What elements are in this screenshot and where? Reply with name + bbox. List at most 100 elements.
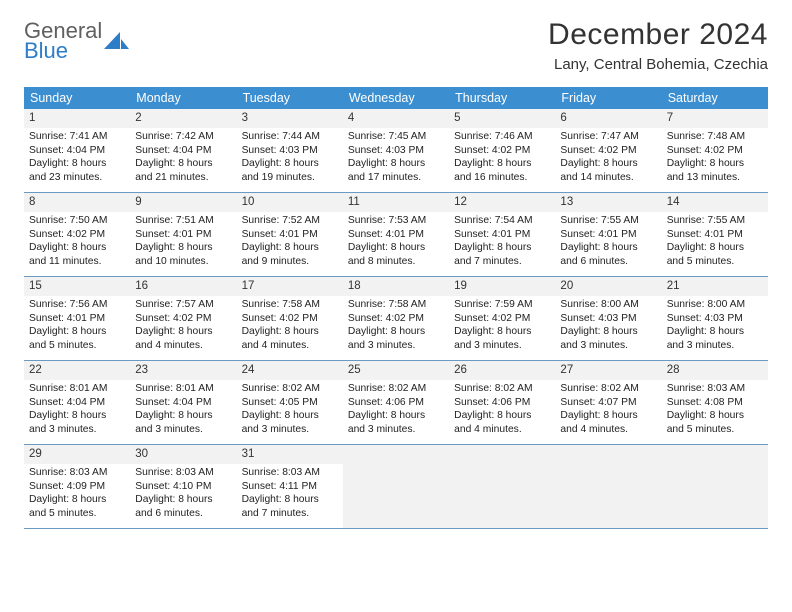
page-title: December 2024 bbox=[548, 18, 768, 52]
calendar-cell: 26Sunrise: 8:02 AMSunset: 4:06 PMDayligh… bbox=[449, 361, 555, 445]
calendar-cell: 2Sunrise: 7:42 AMSunset: 4:04 PMDaylight… bbox=[130, 109, 236, 193]
sunrise-line: Sunrise: 8:01 AM bbox=[135, 382, 231, 396]
sunrise-line: Sunrise: 7:58 AM bbox=[348, 298, 444, 312]
daylight-line: Daylight: 8 hours and 3 minutes. bbox=[348, 409, 444, 436]
calendar-grid: 1Sunrise: 7:41 AMSunset: 4:04 PMDaylight… bbox=[24, 109, 768, 529]
day-number: 11 bbox=[343, 193, 449, 212]
day-number: 15 bbox=[24, 277, 130, 296]
daylight-line: Daylight: 8 hours and 4 minutes. bbox=[560, 409, 656, 436]
day-number bbox=[343, 445, 449, 464]
sunset-line: Sunset: 4:10 PM bbox=[135, 480, 231, 494]
calendar-cell: 18Sunrise: 7:58 AMSunset: 4:02 PMDayligh… bbox=[343, 277, 449, 361]
sunset-line: Sunset: 4:04 PM bbox=[29, 396, 125, 410]
calendar-cell: 1Sunrise: 7:41 AMSunset: 4:04 PMDaylight… bbox=[24, 109, 130, 193]
weekday-header: Wednesday bbox=[343, 87, 449, 109]
sunset-line: Sunset: 4:03 PM bbox=[560, 312, 656, 326]
brand-line2: Blue bbox=[24, 40, 102, 62]
day-number: 26 bbox=[449, 361, 555, 380]
sunrise-line: Sunrise: 7:48 AM bbox=[667, 130, 763, 144]
sunrise-line: Sunrise: 8:00 AM bbox=[560, 298, 656, 312]
calendar-cell: 23Sunrise: 8:01 AMSunset: 4:04 PMDayligh… bbox=[130, 361, 236, 445]
sunrise-line: Sunrise: 7:51 AM bbox=[135, 214, 231, 228]
header: General Blue December 2024 Lany, Central… bbox=[24, 18, 768, 73]
sunrise-line: Sunrise: 7:56 AM bbox=[29, 298, 125, 312]
sunset-line: Sunset: 4:02 PM bbox=[560, 144, 656, 158]
sunset-line: Sunset: 4:02 PM bbox=[667, 144, 763, 158]
day-number: 9 bbox=[130, 193, 236, 212]
weekday-header: Saturday bbox=[662, 87, 768, 109]
calendar-cell: 25Sunrise: 8:02 AMSunset: 4:06 PMDayligh… bbox=[343, 361, 449, 445]
daylight-line: Daylight: 8 hours and 5 minutes. bbox=[667, 409, 763, 436]
calendar-cell: 8Sunrise: 7:50 AMSunset: 4:02 PMDaylight… bbox=[24, 193, 130, 277]
sunrise-line: Sunrise: 8:02 AM bbox=[348, 382, 444, 396]
calendar-cell: 4Sunrise: 7:45 AMSunset: 4:03 PMDaylight… bbox=[343, 109, 449, 193]
sunset-line: Sunset: 4:01 PM bbox=[29, 312, 125, 326]
daylight-line: Daylight: 8 hours and 4 minutes. bbox=[242, 325, 338, 352]
weekday-header: Thursday bbox=[449, 87, 555, 109]
daylight-line: Daylight: 8 hours and 3 minutes. bbox=[560, 325, 656, 352]
day-number bbox=[555, 445, 661, 464]
location-subtitle: Lany, Central Bohemia, Czechia bbox=[548, 56, 768, 73]
sunset-line: Sunset: 4:02 PM bbox=[135, 312, 231, 326]
calendar-cell: 21Sunrise: 8:00 AMSunset: 4:03 PMDayligh… bbox=[662, 277, 768, 361]
sunset-line: Sunset: 4:01 PM bbox=[454, 228, 550, 242]
sunrise-line: Sunrise: 7:44 AM bbox=[242, 130, 338, 144]
calendar-cell: 12Sunrise: 7:54 AMSunset: 4:01 PMDayligh… bbox=[449, 193, 555, 277]
day-number: 13 bbox=[555, 193, 661, 212]
daylight-line: Daylight: 8 hours and 8 minutes. bbox=[348, 241, 444, 268]
sunrise-line: Sunrise: 7:50 AM bbox=[29, 214, 125, 228]
calendar-cell: 5Sunrise: 7:46 AMSunset: 4:02 PMDaylight… bbox=[449, 109, 555, 193]
calendar-cell: 19Sunrise: 7:59 AMSunset: 4:02 PMDayligh… bbox=[449, 277, 555, 361]
sunset-line: Sunset: 4:03 PM bbox=[667, 312, 763, 326]
title-block: December 2024 Lany, Central Bohemia, Cze… bbox=[548, 18, 768, 73]
calendar-cell: 27Sunrise: 8:02 AMSunset: 4:07 PMDayligh… bbox=[555, 361, 661, 445]
calendar-cell: 6Sunrise: 7:47 AMSunset: 4:02 PMDaylight… bbox=[555, 109, 661, 193]
sunset-line: Sunset: 4:09 PM bbox=[29, 480, 125, 494]
sunset-line: Sunset: 4:08 PM bbox=[667, 396, 763, 410]
sunrise-line: Sunrise: 8:02 AM bbox=[454, 382, 550, 396]
calendar-cell: 17Sunrise: 7:58 AMSunset: 4:02 PMDayligh… bbox=[237, 277, 343, 361]
calendar-cell: 22Sunrise: 8:01 AMSunset: 4:04 PMDayligh… bbox=[24, 361, 130, 445]
sunset-line: Sunset: 4:02 PM bbox=[454, 144, 550, 158]
daylight-line: Daylight: 8 hours and 6 minutes. bbox=[135, 493, 231, 520]
sunset-line: Sunset: 4:05 PM bbox=[242, 396, 338, 410]
day-number: 2 bbox=[130, 109, 236, 128]
day-number: 3 bbox=[237, 109, 343, 128]
sunrise-line: Sunrise: 8:03 AM bbox=[242, 466, 338, 480]
sunset-line: Sunset: 4:04 PM bbox=[135, 144, 231, 158]
day-number: 31 bbox=[237, 445, 343, 464]
sunset-line: Sunset: 4:01 PM bbox=[242, 228, 338, 242]
sunrise-line: Sunrise: 8:00 AM bbox=[667, 298, 763, 312]
sunset-line: Sunset: 4:02 PM bbox=[242, 312, 338, 326]
daylight-line: Daylight: 8 hours and 9 minutes. bbox=[242, 241, 338, 268]
sunrise-line: Sunrise: 7:47 AM bbox=[560, 130, 656, 144]
day-number: 22 bbox=[24, 361, 130, 380]
calendar-cell: 28Sunrise: 8:03 AMSunset: 4:08 PMDayligh… bbox=[662, 361, 768, 445]
daylight-line: Daylight: 8 hours and 7 minutes. bbox=[454, 241, 550, 268]
calendar-cell bbox=[449, 445, 555, 529]
calendar-cell: 15Sunrise: 7:56 AMSunset: 4:01 PMDayligh… bbox=[24, 277, 130, 361]
weekday-header: Tuesday bbox=[237, 87, 343, 109]
sunset-line: Sunset: 4:01 PM bbox=[135, 228, 231, 242]
calendar-cell: 16Sunrise: 7:57 AMSunset: 4:02 PMDayligh… bbox=[130, 277, 236, 361]
calendar-cell bbox=[662, 445, 768, 529]
day-number: 18 bbox=[343, 277, 449, 296]
day-number: 17 bbox=[237, 277, 343, 296]
sunrise-line: Sunrise: 7:55 AM bbox=[560, 214, 656, 228]
day-number: 8 bbox=[24, 193, 130, 212]
daylight-line: Daylight: 8 hours and 5 minutes. bbox=[667, 241, 763, 268]
sunset-line: Sunset: 4:04 PM bbox=[135, 396, 231, 410]
day-number: 6 bbox=[555, 109, 661, 128]
day-number: 30 bbox=[130, 445, 236, 464]
sunrise-line: Sunrise: 8:03 AM bbox=[667, 382, 763, 396]
brand-text: General Blue bbox=[24, 20, 102, 62]
sunset-line: Sunset: 4:03 PM bbox=[242, 144, 338, 158]
sunset-line: Sunset: 4:03 PM bbox=[348, 144, 444, 158]
daylight-line: Daylight: 8 hours and 3 minutes. bbox=[242, 409, 338, 436]
calendar-cell: 24Sunrise: 8:02 AMSunset: 4:05 PMDayligh… bbox=[237, 361, 343, 445]
calendar-cell: 29Sunrise: 8:03 AMSunset: 4:09 PMDayligh… bbox=[24, 445, 130, 529]
daylight-line: Daylight: 8 hours and 23 minutes. bbox=[29, 157, 125, 184]
day-number: 21 bbox=[662, 277, 768, 296]
sunset-line: Sunset: 4:11 PM bbox=[242, 480, 338, 494]
daylight-line: Daylight: 8 hours and 3 minutes. bbox=[348, 325, 444, 352]
